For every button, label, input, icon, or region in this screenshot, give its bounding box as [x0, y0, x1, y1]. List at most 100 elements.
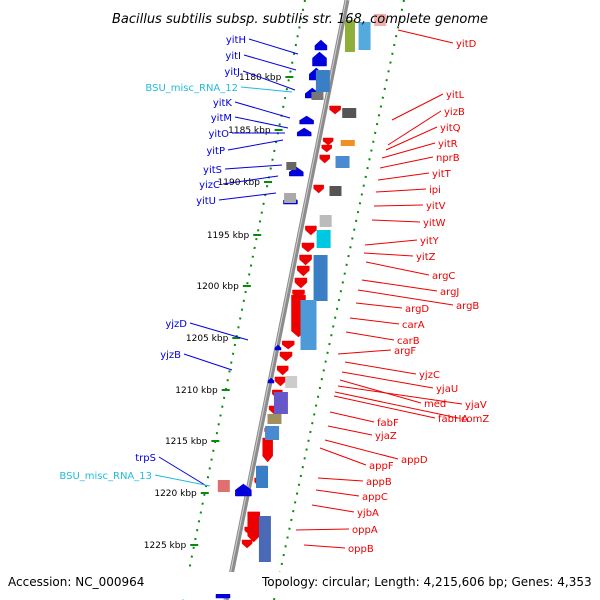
- plus-gene-label: appF: [369, 461, 394, 472]
- right-label-connector: [363, 252, 414, 257]
- right-label-connector: [385, 126, 438, 151]
- minus-gene-label: yitI: [225, 51, 241, 62]
- right-label-connector: [324, 439, 399, 460]
- right-label-connector: [361, 279, 438, 292]
- plus-strand-gene: [294, 277, 308, 289]
- right-label-connector: [317, 477, 364, 482]
- minus-gene-label: yitP: [206, 146, 225, 157]
- plus-gene-label: yitQ: [440, 123, 461, 134]
- left-label-connector: [248, 38, 299, 55]
- right-label-connector: [341, 371, 434, 389]
- right-label-connector: [339, 379, 422, 404]
- plus-strand-gene: [247, 511, 260, 543]
- plus-gene-label: appC: [362, 492, 388, 503]
- left-label-connector: [234, 116, 289, 129]
- plus-gene-label: yitD: [456, 39, 477, 50]
- plus-gene-label: argJ: [440, 287, 459, 298]
- right-label-connector: [319, 447, 367, 466]
- minus-gene-label: yitS: [203, 165, 222, 176]
- plus-gene-label: yitW: [423, 218, 446, 229]
- left-label-connector: [158, 456, 206, 486]
- plus-gene-label: comZ: [461, 414, 489, 425]
- minus-gene-label: yjzB: [160, 350, 181, 361]
- minus-strand-gene: [235, 483, 252, 497]
- right-label-connector: [337, 385, 463, 405]
- feature-box: [265, 426, 280, 440]
- minus-gene-label: BSU_misc_RNA_12: [145, 83, 238, 94]
- genome-title: Bacillus subtilis subsp. subtilis str. 1…: [112, 12, 488, 27]
- left-label-connector: [224, 164, 283, 170]
- topology-label: Topology: circular; Length: 4,215,606 bp…: [261, 575, 592, 589]
- feature-box: [342, 108, 357, 118]
- feature-box: [319, 215, 332, 227]
- left-label-connector: [189, 322, 249, 341]
- right-label-connector: [397, 29, 454, 44]
- left-label-connector: [183, 353, 233, 371]
- plus-gene-label: oppA: [352, 525, 378, 536]
- right-label-connector: [381, 142, 436, 159]
- plus-strand-gene: [276, 365, 289, 376]
- accession-label: Accession: NC_000964: [8, 575, 144, 589]
- feature-box: [284, 193, 297, 203]
- left-label-connector: [218, 192, 277, 201]
- plus-strand-gene: [322, 137, 334, 146]
- plus-strand-gene: [262, 437, 273, 463]
- plus-strand-gene: [301, 242, 315, 253]
- feature-box: [358, 22, 371, 50]
- plus-gene-label: argB: [456, 301, 479, 312]
- plus-strand-gene: [279, 351, 293, 362]
- minus-strand-gene: [314, 39, 328, 51]
- genome-backbone-line: [223, 0, 350, 600]
- plus-gene-label: carB: [397, 336, 420, 347]
- genome-backbone-highlight: [224, 0, 347, 600]
- minus-gene-label: yizC: [199, 180, 220, 191]
- plus-gene-label: appD: [401, 455, 428, 466]
- plus-gene-label: carA: [402, 320, 425, 331]
- scale-ticks: 1180 kbp 1185 kbp 1190 kbp 1195 kbp 1200 kbp…: [144, 73, 294, 551]
- right-label-connector: [327, 425, 373, 436]
- left-label-connector: [222, 175, 279, 185]
- kbp-label: 1190 kbp: [218, 178, 261, 188]
- gene-labels: yitH yitI yitJ BSU_misc_RNA_12 yitK yitM yitO y…: [59, 35, 489, 555]
- kbp-label: 1195 kbp: [207, 231, 250, 241]
- plus-gene-label: argC: [432, 271, 455, 282]
- kbp-label: 1185 kbp: [228, 126, 271, 136]
- outer-dashed-line-right: [273, 0, 405, 600]
- feature-box: [340, 140, 355, 146]
- plus-gene-label: argF: [394, 346, 416, 357]
- plus-strand-gene: [297, 265, 310, 277]
- kbp-label: 1220 kbp: [154, 489, 197, 499]
- plus-gene-label: argD: [405, 304, 429, 315]
- kbp-label: 1215 kbp: [165, 437, 208, 447]
- right-label-connector: [329, 411, 375, 423]
- plus-strand-gene: [321, 144, 333, 153]
- right-label-connector: [349, 317, 400, 325]
- minus-strand-gene: [274, 344, 282, 351]
- plus-gene-label: fabF: [377, 418, 399, 429]
- plus-gene-label: yjbA: [357, 508, 379, 519]
- feature-box: [311, 92, 324, 100]
- plus-strand-gene: [274, 376, 287, 387]
- plus-gene-label: yjaV: [465, 400, 487, 411]
- minus-gene-label: trpS: [135, 453, 156, 464]
- minus-strand-gene: [296, 127, 312, 137]
- plus-strand-gene: [281, 340, 295, 350]
- feature-box: [315, 70, 330, 92]
- right-label-connector: [344, 361, 417, 375]
- kbp-label: 1180 kbp: [239, 73, 282, 83]
- right-label-connector: [357, 289, 454, 306]
- feature-box: [344, 20, 355, 52]
- feature-box: [374, 14, 387, 26]
- plus-gene-label: oppB: [348, 544, 374, 555]
- minus-strand-gene: [267, 377, 275, 384]
- plus-strand-gene: [319, 154, 330, 164]
- minus-strand-gene: [289, 166, 304, 177]
- feature-box: [256, 466, 269, 488]
- feature-box: [316, 230, 331, 248]
- right-label-connector: [377, 172, 430, 181]
- label-connectors: [154, 29, 463, 549]
- right-label-connector: [387, 110, 442, 146]
- feature-box: [258, 516, 271, 562]
- right-label-connector: [375, 188, 427, 193]
